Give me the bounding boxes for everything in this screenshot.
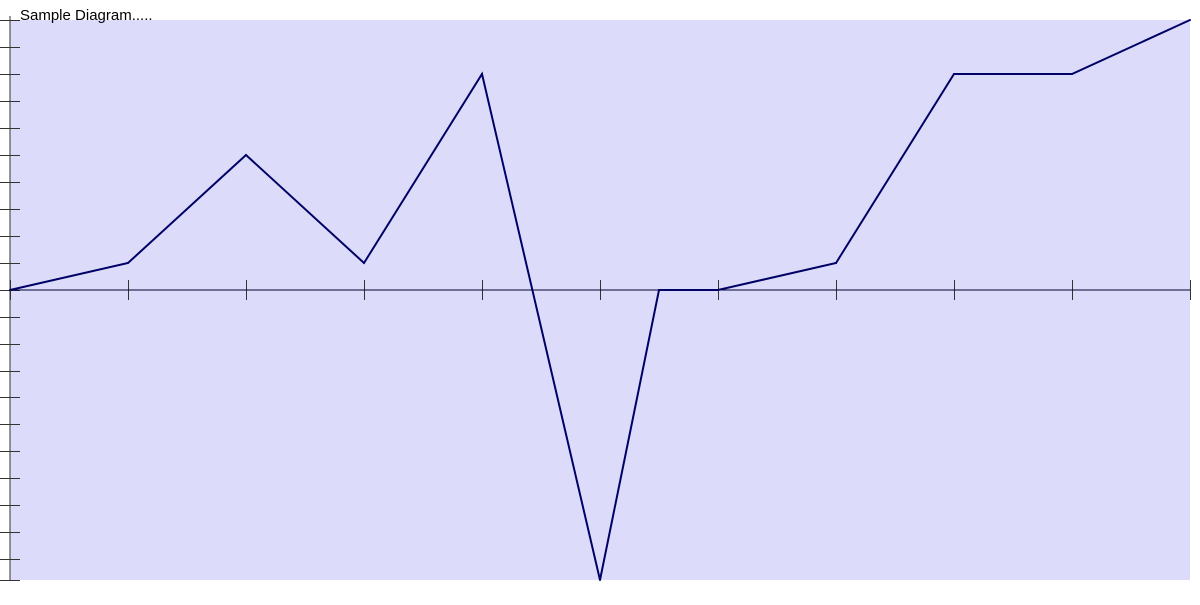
data-point xyxy=(9,289,11,291)
chart-title: Sample Diagram..... xyxy=(20,7,153,24)
data-point xyxy=(599,579,601,581)
data-point xyxy=(363,262,365,264)
data-point xyxy=(835,262,837,264)
data-point xyxy=(481,73,483,75)
data-point xyxy=(245,154,247,156)
data-point xyxy=(953,73,955,75)
data-point xyxy=(127,262,129,264)
series-layer xyxy=(9,19,1191,581)
data-point xyxy=(717,289,719,291)
data-point xyxy=(1189,19,1191,21)
data-point xyxy=(658,289,660,291)
series-line xyxy=(9,19,1191,581)
data-point xyxy=(1071,73,1073,75)
